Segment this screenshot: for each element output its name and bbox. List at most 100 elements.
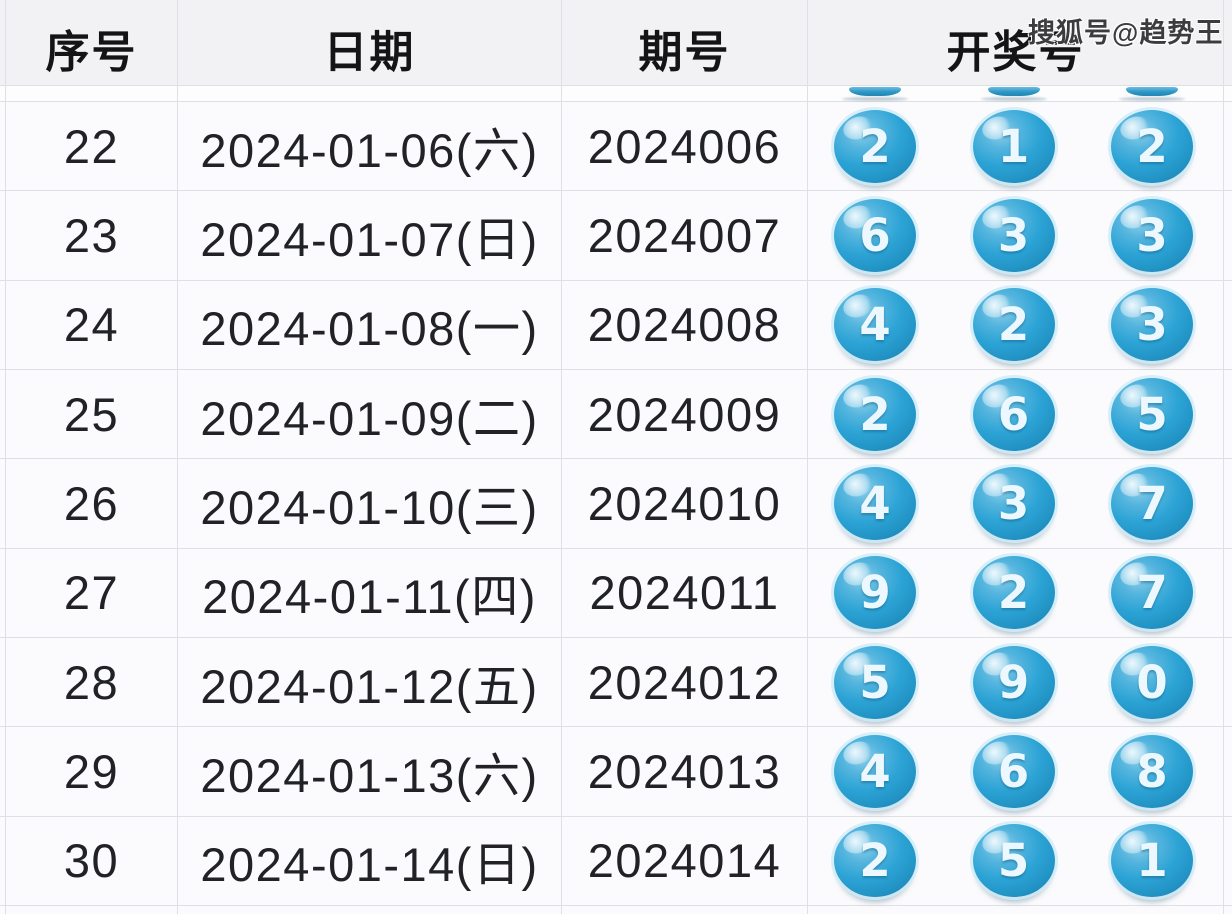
lottery-ball-icon: 2 <box>834 109 916 183</box>
ball-number: 5 <box>859 655 891 709</box>
ball-number: 2 <box>859 834 891 888</box>
lottery-ball-icon: 4 <box>834 466 916 540</box>
col-header-period: 期号 <box>562 0 808 86</box>
balls-cell: 9 2 7 <box>808 548 1224 638</box>
clipped-ball-icon <box>834 86 916 101</box>
ball-number: 3 <box>997 476 1030 530</box>
lottery-ball-icon: 2 <box>834 377 916 451</box>
balls-cell: 6 3 3 <box>808 191 1224 281</box>
period-cell: 2024008 <box>562 280 808 370</box>
ball-number: 4 <box>859 476 891 530</box>
lottery-ball-icon: 7 <box>1111 466 1193 540</box>
ball-number: 5 <box>1136 387 1168 441</box>
lottery-ball-icon: 8 <box>1111 734 1193 808</box>
row-left-sliver <box>0 548 6 638</box>
period-cell: 2024012 <box>562 637 808 728</box>
balls-cell: 2 1 2 <box>808 102 1224 192</box>
partial-row-left-sliver <box>0 86 6 102</box>
period-cell: 2024010 <box>562 459 808 549</box>
lottery-ball-icon: 9 <box>972 645 1055 719</box>
header-left-sliver <box>0 0 6 86</box>
row-left-sliver <box>0 816 6 906</box>
partial-row-balls-cell <box>808 86 1224 102</box>
ball-number: 2 <box>997 566 1030 620</box>
balls-cell: 4 3 7 <box>808 459 1224 549</box>
col-header-seq: 序号 <box>6 0 178 86</box>
bottom-row-right-sliver <box>1224 905 1232 914</box>
date-cell: 2024-01-13(六) <box>178 727 562 817</box>
bottom-row-seq-cell <box>6 905 178 914</box>
period-cell: 2024013 <box>562 727 808 817</box>
lottery-ball-icon: 3 <box>972 198 1055 272</box>
bottom-row-left-sliver <box>0 905 6 914</box>
ball-number: 2 <box>1136 119 1168 173</box>
row-right-sliver <box>1224 548 1232 638</box>
balls-cell: 4 2 3 <box>808 280 1224 370</box>
seq-cell: 26 <box>6 459 178 549</box>
ball-number: 3 <box>997 208 1030 262</box>
lottery-ball-icon: 2 <box>972 288 1055 362</box>
bottom-row-date-cell <box>178 905 562 914</box>
lottery-ball-icon: 2 <box>834 824 916 898</box>
ball-number: 6 <box>997 744 1030 798</box>
row-left-sliver <box>0 459 6 549</box>
lottery-ball-icon: 0 <box>1111 645 1193 719</box>
ball-number: 8 <box>1136 744 1168 798</box>
period-cell: 2024006 <box>562 102 808 192</box>
period-cell: 2024014 <box>562 816 808 906</box>
partial-row-date-cell <box>178 86 562 102</box>
row-right-sliver <box>1224 459 1232 549</box>
ball-number: 9 <box>859 566 891 620</box>
date-cell: 2024-01-07(日) <box>178 191 562 281</box>
lottery-ball-icon: 5 <box>834 645 916 719</box>
bottom-row-period-cell <box>562 905 808 914</box>
period-cell: 2024011 <box>562 548 808 638</box>
ball-number: 7 <box>1136 566 1168 620</box>
ball-number: 1 <box>1136 834 1168 888</box>
ball-number: 4 <box>859 744 891 798</box>
seq-cell: 23 <box>6 191 178 281</box>
balls-cell: 4 6 8 <box>808 727 1224 817</box>
row-left-sliver <box>0 280 6 370</box>
clipped-ball-icon <box>1111 86 1193 101</box>
ball-number: 4 <box>859 298 891 352</box>
balls-cell: 5 9 0 <box>808 637 1224 728</box>
row-right-sliver <box>1224 102 1232 192</box>
row-right-sliver <box>1224 369 1232 460</box>
ball-number: 6 <box>859 208 891 262</box>
row-left-sliver <box>0 727 6 817</box>
row-right-sliver <box>1224 280 1232 370</box>
header-right-sliver <box>1224 0 1232 86</box>
seq-cell: 30 <box>6 816 178 906</box>
ball-number: 3 <box>1136 208 1168 262</box>
watermark-text: 搜狐号@趋势王 <box>1028 18 1224 48</box>
lottery-ball-icon: 2 <box>1111 109 1193 183</box>
bottom-row-balls-cell <box>808 905 1224 914</box>
lottery-ball-icon: 4 <box>834 288 916 362</box>
period-cell: 2024007 <box>562 191 808 281</box>
seq-cell: 27 <box>6 548 178 638</box>
partial-row-period-cell <box>562 86 808 102</box>
row-right-sliver <box>1224 191 1232 281</box>
date-cell: 2024-01-10(三) <box>178 459 562 549</box>
lottery-ball-icon: 6 <box>972 734 1055 808</box>
date-cell: 2024-01-08(一) <box>178 280 562 370</box>
ball-number: 0 <box>1136 655 1168 709</box>
date-cell: 2024-01-06(六) <box>178 102 562 192</box>
row-right-sliver <box>1224 637 1232 728</box>
row-left-sliver <box>0 191 6 281</box>
balls-cell: 2 5 1 <box>808 816 1224 906</box>
lottery-ball-icon: 5 <box>1111 377 1193 451</box>
lottery-ball-icon: 3 <box>972 466 1055 540</box>
lottery-ball-icon: 1 <box>1111 824 1193 898</box>
lottery-ball-icon: 5 <box>972 824 1055 898</box>
balls-cell: 2 6 5 <box>808 369 1224 460</box>
lottery-ball-icon: 6 <box>972 377 1055 451</box>
date-cell: 2024-01-09(二) <box>178 369 562 460</box>
partial-row-seq-cell <box>6 86 178 102</box>
col-header-numbers: 开奖号 <box>808 0 1224 86</box>
ball-number: 2 <box>997 298 1030 352</box>
ball-number: 5 <box>997 834 1030 888</box>
